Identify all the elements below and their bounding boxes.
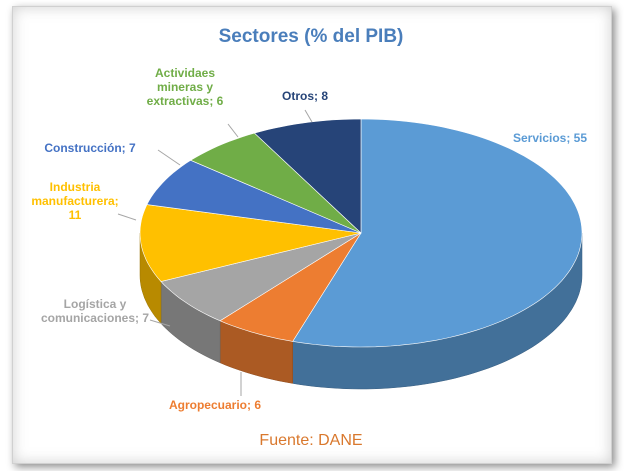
slice bbox=[219, 232, 362, 342]
data-label: Servicios; 55 bbox=[512, 131, 588, 145]
leader-line bbox=[227, 123, 239, 138]
leader-line bbox=[149, 319, 171, 327]
data-label: Industria manufacturera; 11 bbox=[31, 180, 119, 222]
chart-title: Sectores (% del PIB) bbox=[218, 26, 404, 47]
leader-line bbox=[304, 109, 313, 123]
data-label: Actividaes mineras y extractivas; 6 bbox=[146, 66, 224, 108]
slice bbox=[160, 232, 362, 322]
data-label: Logística y comunicaciones; 7 bbox=[40, 297, 150, 325]
data-label: Construcción; 7 bbox=[44, 141, 136, 155]
data-label: Otros; 8 bbox=[281, 89, 328, 103]
slice bbox=[190, 132, 362, 234]
slice bbox=[292, 118, 583, 348]
slice bbox=[139, 204, 362, 282]
slice bbox=[146, 159, 362, 234]
source-note: Fuente: DANE bbox=[259, 432, 363, 449]
leader-line bbox=[157, 149, 181, 166]
slice bbox=[253, 118, 362, 234]
data-label: Agropecuario; 6 bbox=[168, 398, 261, 412]
leader-line bbox=[117, 213, 137, 221]
